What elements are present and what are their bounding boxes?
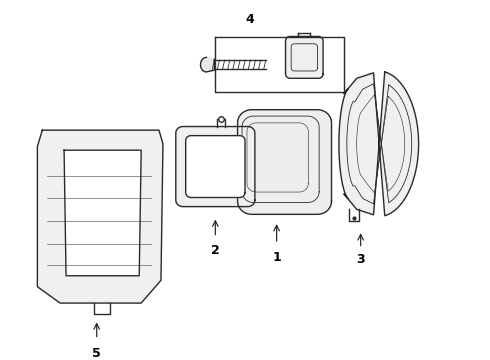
- Text: 2: 2: [211, 244, 220, 257]
- Polygon shape: [200, 57, 214, 72]
- Polygon shape: [215, 37, 344, 92]
- Polygon shape: [176, 126, 255, 207]
- Text: 1: 1: [272, 251, 281, 264]
- Polygon shape: [64, 150, 141, 276]
- Polygon shape: [286, 36, 323, 78]
- Text: 5: 5: [92, 347, 101, 360]
- Text: 3: 3: [356, 253, 365, 266]
- Polygon shape: [339, 72, 418, 216]
- Polygon shape: [186, 136, 245, 198]
- Text: 4: 4: [245, 13, 254, 26]
- Polygon shape: [37, 130, 163, 303]
- Polygon shape: [238, 110, 332, 214]
